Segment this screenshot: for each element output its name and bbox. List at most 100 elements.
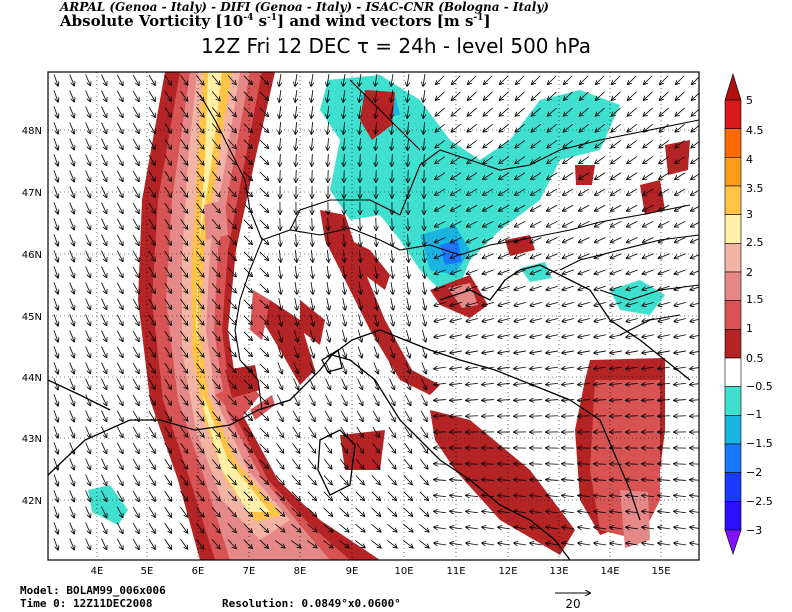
wind-arrow (610, 383, 623, 384)
wind-arrow (148, 154, 155, 165)
wind-arrow (243, 331, 252, 341)
wind-arrow (327, 314, 330, 326)
wind-arrow (403, 459, 411, 468)
wind-arrow (482, 511, 495, 512)
wind-arrow (227, 363, 236, 373)
wind-arrow (482, 335, 494, 338)
wind-arrow (483, 204, 494, 211)
wind-arrow (643, 140, 654, 147)
wind-arrow (196, 123, 203, 132)
wind-arrow (196, 363, 203, 372)
wind-arrow (531, 156, 542, 164)
wind-arrow (196, 283, 203, 292)
wind-arrow (659, 156, 670, 164)
wind-arrow (116, 218, 123, 230)
wind-arrow (311, 249, 312, 262)
wind-arrow (563, 140, 574, 147)
wind-arrow (675, 237, 686, 243)
wind-arrow (69, 442, 74, 453)
wind-arrow (164, 266, 172, 277)
wind-arrow (292, 442, 300, 453)
wind-arrow (85, 474, 91, 486)
wind-arrow (594, 351, 606, 353)
wind-arrow (578, 464, 591, 465)
wind-arrow (626, 511, 639, 512)
wind-arrow (196, 427, 203, 436)
map-panel (48, 72, 699, 560)
wind-arrow (562, 253, 574, 259)
wind-arrow (482, 383, 495, 384)
wind-arrow (132, 138, 139, 149)
wind-arrow (435, 123, 445, 132)
wind-arrow (436, 91, 445, 100)
wind-arrow (53, 138, 58, 149)
wind-arrow (355, 507, 365, 516)
wind-arrow (423, 282, 425, 294)
wind-arrow (311, 121, 312, 134)
wind-arrow (280, 233, 281, 246)
wind-arrow (280, 153, 281, 166)
wind-arrow (279, 266, 281, 278)
wind-arrow (389, 378, 395, 390)
wind-arrow (498, 351, 510, 353)
wind-arrow (328, 233, 329, 246)
wind-arrow (594, 383, 607, 384)
wind-arrow (391, 90, 393, 102)
wind-arrow (295, 90, 297, 102)
wind-arrow (391, 137, 392, 150)
wind-arrow (227, 203, 236, 213)
wind-arrow (500, 91, 509, 100)
wind-arrow (530, 269, 542, 274)
wind-arrow (148, 506, 155, 517)
wind-arrow (180, 442, 187, 453)
wind-arrow (211, 459, 220, 468)
legend-swatch (724, 214, 742, 244)
wind-arrow (295, 282, 297, 294)
wind-arrow (407, 105, 409, 118)
wind-arrow (578, 400, 591, 401)
wind-arrow (243, 235, 252, 245)
wind-arrow (562, 285, 574, 290)
wind-arrow (690, 270, 699, 274)
wind-arrow (371, 491, 380, 501)
wind-arrow (259, 267, 269, 276)
wind-arrow (389, 346, 394, 357)
wind-arrow (148, 394, 155, 405)
wind-arrow (227, 331, 236, 341)
wind-arrow (404, 410, 411, 421)
wind-arrow (356, 410, 363, 421)
wind-arrow (530, 400, 543, 401)
wind-arrow (407, 74, 409, 86)
wind-arrow (387, 475, 396, 484)
wind-arrow (211, 91, 220, 100)
wind-arrow (531, 123, 541, 132)
wind-arrow (530, 319, 542, 322)
wind-arrow (564, 75, 573, 84)
legend-swatch (724, 99, 742, 129)
wind-arrow (674, 269, 686, 274)
wind-arrow (466, 351, 478, 353)
wind-arrow (340, 394, 346, 406)
wind-arrow (309, 362, 314, 373)
wind-arrow (132, 234, 139, 245)
legend-swatch (724, 300, 742, 330)
wind-arrow (391, 298, 393, 310)
wind-arrow (196, 203, 203, 212)
field-title-exp2: -1 (267, 13, 278, 23)
wind-arrow (610, 495, 623, 496)
wind-arrow (404, 442, 412, 453)
wind-arrow (563, 172, 574, 180)
wind-arrow (196, 91, 203, 100)
wind-arrow (132, 506, 139, 517)
wind-arrow (579, 107, 589, 116)
wind-arrow (531, 172, 542, 180)
wind-arrow (467, 156, 478, 164)
wind-arrow (53, 266, 58, 277)
wind-arrow (148, 74, 155, 85)
wind-arrow (658, 269, 670, 274)
wind-arrow (434, 351, 446, 353)
wind-arrow (180, 298, 187, 309)
wind-arrow (132, 218, 139, 229)
wind-arrow (243, 267, 252, 277)
wind-arrow (116, 74, 123, 86)
